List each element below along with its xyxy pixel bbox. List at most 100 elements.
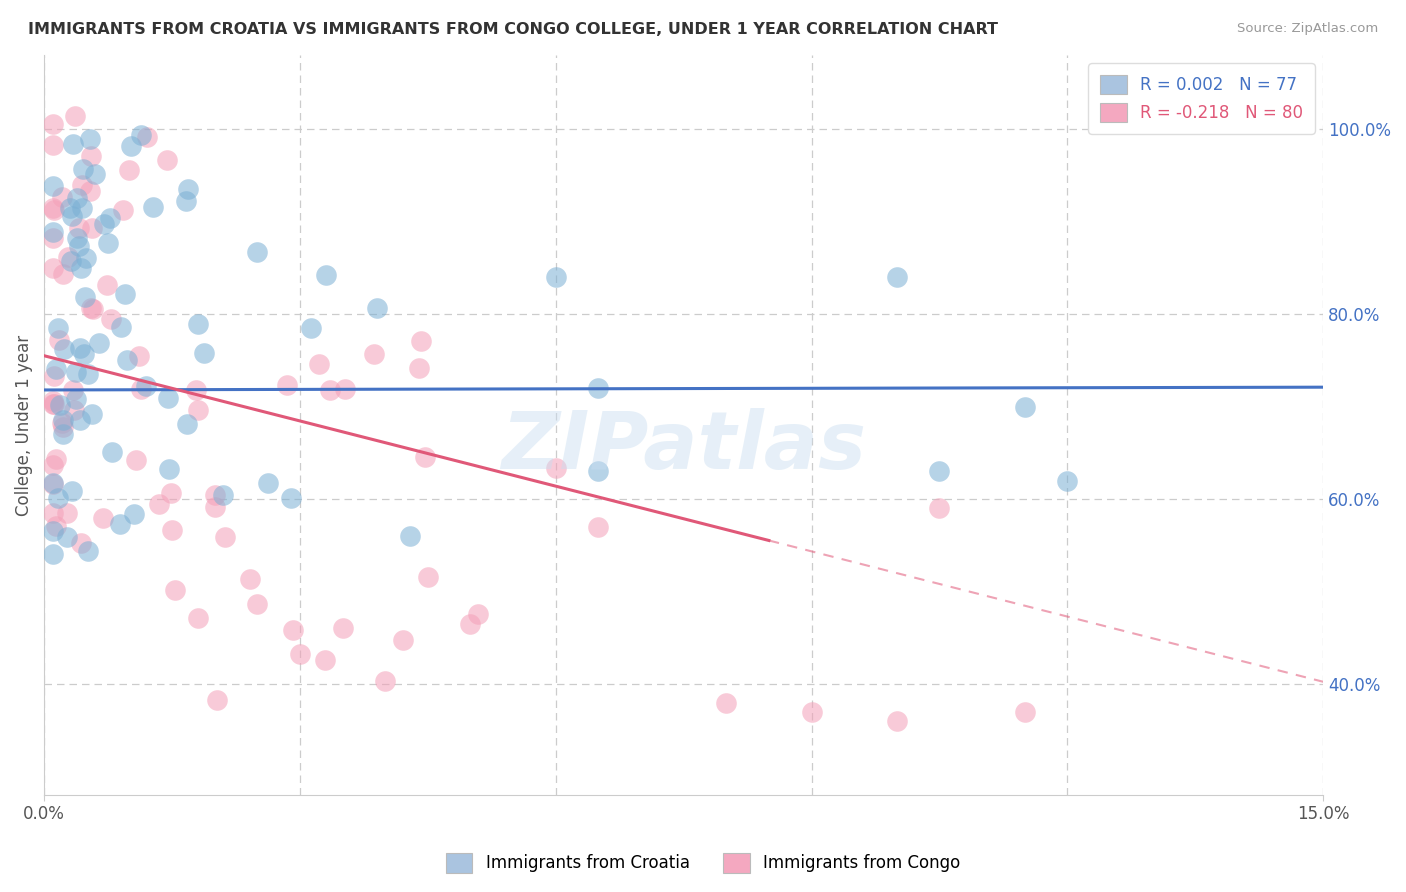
Point: [186, 383, 208, 397]
Point: [65, 365, 87, 379]
Point: [299, 321, 322, 335]
Point: [204, 500, 226, 514]
Point: [544, 270, 567, 285]
Point: [159, 486, 181, 500]
Point: [41, 261, 63, 276]
Point: [48, 398, 70, 412]
Point: [66, 191, 89, 205]
Point: [41, 524, 63, 539]
Point: [374, 673, 396, 688]
Point: [460, 617, 482, 632]
Point: [48, 491, 70, 505]
Point: [65, 109, 87, 123]
Point: [44, 397, 66, 411]
Point: [135, 379, 157, 393]
Point: [1014, 705, 1036, 719]
Point: [928, 501, 950, 516]
Point: [70, 178, 93, 192]
Point: [73, 347, 96, 361]
Point: [204, 488, 226, 502]
Point: [366, 301, 388, 315]
Point: [416, 570, 439, 584]
Point: [51, 416, 73, 430]
Point: [62, 384, 84, 398]
Point: [79, 132, 101, 146]
Point: [100, 312, 122, 326]
Point: [65, 392, 87, 407]
Text: IMMIGRANTS FROM CROATIA VS IMMIGRANTS FROM CONGO COLLEGE, UNDER 1 YEAR CORRELATI: IMMIGRANTS FROM CROATIA VS IMMIGRANTS FR…: [28, 22, 998, 37]
Point: [45, 361, 67, 376]
Point: [205, 693, 228, 707]
Point: [363, 347, 385, 361]
Point: [69, 413, 91, 427]
Point: [72, 161, 94, 176]
Point: [467, 607, 489, 621]
Point: [165, 582, 187, 597]
Point: [411, 334, 433, 349]
Point: [80, 221, 103, 235]
Point: [128, 349, 150, 363]
Point: [176, 182, 198, 196]
Point: [82, 302, 104, 317]
Point: [187, 317, 209, 331]
Point: [66, 231, 89, 245]
Point: [214, 530, 236, 544]
Point: [283, 623, 305, 637]
Point: [45, 518, 67, 533]
Point: [246, 597, 269, 611]
Point: [41, 394, 63, 409]
Point: [41, 137, 63, 152]
Point: [187, 610, 209, 624]
Point: [55, 530, 77, 544]
Point: [41, 231, 63, 245]
Point: [42, 117, 65, 131]
Point: [80, 149, 103, 163]
Point: [319, 384, 342, 398]
Text: Source: ZipAtlas.com: Source: ZipAtlas.com: [1237, 22, 1378, 36]
Point: [52, 413, 75, 427]
Point: [157, 462, 180, 476]
Point: [41, 475, 63, 490]
Point: [70, 536, 93, 550]
Legend: R = 0.002   N = 77, R = -0.218   N = 80: R = 0.002 N = 77, R = -0.218 N = 80: [1088, 63, 1315, 134]
Point: [1014, 400, 1036, 414]
Point: [124, 453, 146, 467]
Text: ZIPatlas: ZIPatlas: [501, 409, 866, 486]
Point: [70, 202, 93, 216]
Point: [60, 483, 83, 498]
Point: [79, 184, 101, 198]
Point: [276, 377, 298, 392]
Point: [75, 290, 97, 304]
Point: [60, 209, 83, 223]
Point: [77, 368, 100, 382]
Point: [160, 523, 183, 537]
Point: [588, 464, 610, 478]
Point: [886, 270, 908, 285]
Point: [544, 460, 567, 475]
Point: [1056, 474, 1078, 488]
Point: [246, 244, 269, 259]
Point: [124, 508, 146, 522]
Point: [176, 417, 198, 431]
Point: [142, 200, 165, 214]
Point: [44, 452, 66, 467]
Point: [56, 250, 79, 264]
Point: [41, 477, 63, 491]
Point: [52, 427, 75, 442]
Point: [114, 286, 136, 301]
Point: [588, 381, 610, 395]
Point: [136, 130, 159, 145]
Point: [315, 268, 337, 282]
Point: [332, 621, 354, 635]
Point: [108, 517, 131, 532]
Point: [110, 319, 132, 334]
Point: [588, 520, 610, 534]
Point: [212, 488, 235, 502]
Point: [256, 476, 278, 491]
Point: [41, 547, 63, 561]
Legend: Immigrants from Croatia, Immigrants from Congo: Immigrants from Croatia, Immigrants from…: [439, 847, 967, 880]
Point: [131, 382, 153, 396]
Point: [408, 361, 430, 376]
Point: [48, 333, 70, 347]
Point: [62, 136, 84, 151]
